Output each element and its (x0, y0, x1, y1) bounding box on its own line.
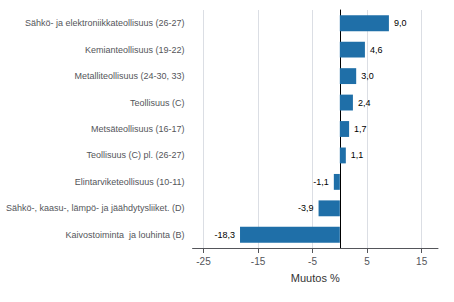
svg-text:-1,1: -1,1 (313, 177, 329, 187)
svg-text:4,6: 4,6 (370, 45, 383, 55)
svg-text:5: 5 (364, 256, 370, 267)
svg-text:Metalliteollisuus (24-30, 33): Metalliteollisuus (24-30, 33) (75, 71, 185, 81)
svg-text:Elintarviketeollisuus (10-11): Elintarviketeollisuus (10-11) (75, 177, 185, 187)
svg-text:-15: -15 (251, 256, 266, 267)
svg-text:Sähkö-, kaasu-, lämpö- ja jääh: Sähkö-, kaasu-, lämpö- ja jäähdytysliike… (6, 203, 185, 213)
svg-text:-18,3: -18,3 (215, 230, 236, 240)
svg-text:Metsäteollisuus (16-17): Metsäteollisuus (16-17) (91, 124, 185, 134)
svg-text:2,4: 2,4 (358, 98, 371, 108)
svg-text:9,0: 9,0 (394, 18, 407, 28)
svg-text:Teollisuus (C): Teollisuus (C) (130, 98, 185, 108)
svg-text:Teollisuus (C) pl. (26-27): Teollisuus (C) pl. (26-27) (87, 150, 185, 160)
svg-text:-25: -25 (196, 256, 211, 267)
svg-text:Kemianteollisuus (19-22): Kemianteollisuus (19-22) (85, 45, 185, 55)
svg-text:1,1: 1,1 (351, 150, 364, 160)
svg-text:3,0: 3,0 (361, 71, 374, 81)
svg-text:Sähkö- ja elektroniikkateollis: Sähkö- ja elektroniikkateollisuus (26-27… (25, 18, 185, 28)
svg-text:-3,9: -3,9 (298, 203, 314, 213)
svg-text:Kaivostoiminta ja louhinta (B: Kaivostoiminta ja louhinta (B) (66, 230, 185, 240)
svg-text:1,7: 1,7 (354, 124, 367, 134)
svg-text:15: 15 (416, 256, 428, 267)
svg-text:-5: -5 (308, 256, 317, 267)
svg-text:Muutos %: Muutos % (291, 272, 340, 284)
